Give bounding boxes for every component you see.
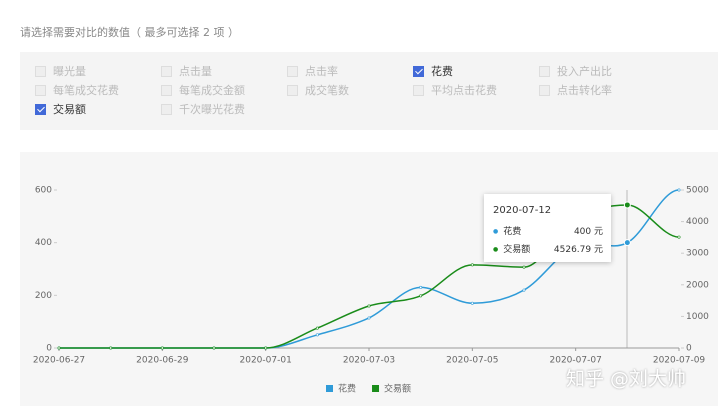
option-label[interactable]: 交易额 <box>53 103 86 116</box>
data-point <box>367 316 371 320</box>
tooltip-row: 交易额 4526.79 元 <box>493 242 603 255</box>
option[interactable]: 平均点击花费 <box>413 83 539 97</box>
option[interactable]: 花费 <box>413 64 539 78</box>
checkbox[interactable] <box>35 84 46 96</box>
data-point <box>315 333 319 337</box>
y2-tick-label: 1000 <box>686 312 709 322</box>
option[interactable]: 点击转化率 <box>539 83 665 97</box>
option-label[interactable]: 点击量 <box>179 65 212 78</box>
option-label[interactable]: 花费 <box>431 65 453 78</box>
legend-swatch <box>372 385 380 392</box>
option[interactable]: 点击率 <box>287 64 413 78</box>
watermark: 知乎 @刘大帅 <box>566 368 687 390</box>
checkbox[interactable] <box>287 65 298 77</box>
y2-tick-label: 4000 <box>686 217 709 227</box>
data-point <box>109 346 113 350</box>
option-label[interactable]: 每笔成交金额 <box>179 84 245 97</box>
x-tick-label: 2020-07-07 <box>550 356 602 366</box>
option-label[interactable]: 曝光量 <box>53 65 86 78</box>
option[interactable]: 千次曝光花费 <box>161 102 287 116</box>
tooltip: 2020-07-12 花费 400 元 交易额 4526.79 元 <box>484 194 611 262</box>
y-tick-label: 400 <box>35 238 52 248</box>
data-point <box>677 235 681 239</box>
option[interactable]: 曝光量 <box>35 64 161 78</box>
data-point <box>160 346 164 350</box>
option[interactable]: 交易额 <box>35 102 161 116</box>
x-tick-label: 2020-07-09 <box>653 356 706 366</box>
y2-tick-label: 3000 <box>686 249 709 259</box>
y-tick-label: 600 <box>35 186 52 196</box>
tooltip-name-text: 花费 <box>503 227 522 237</box>
data-point <box>522 265 526 269</box>
checkbox[interactable] <box>161 103 172 115</box>
data-point <box>419 285 423 289</box>
tooltip-row: 花费 400 元 <box>493 224 603 237</box>
y2-tick-label: 2000 <box>686 280 709 290</box>
y2-tick-label: 0 <box>686 344 692 354</box>
legend-label: 花费 <box>338 383 356 395</box>
x-tick-label: 2020-07-01 <box>240 356 292 366</box>
checkbox[interactable] <box>413 65 424 77</box>
option[interactable]: 每笔成交花费 <box>35 83 161 97</box>
data-point <box>470 263 474 267</box>
data-point <box>677 188 681 192</box>
tooltip-name: 交易额 <box>493 242 530 255</box>
y-tick-label: 0 <box>46 344 52 354</box>
option[interactable]: 成交笔数 <box>287 83 413 97</box>
data-point <box>623 239 631 247</box>
x-tick-label: 2020-07-03 <box>343 356 395 366</box>
data-point <box>470 301 474 305</box>
y-tick-label: 200 <box>35 291 52 301</box>
checkbox[interactable] <box>161 84 172 96</box>
data-point <box>419 294 423 298</box>
option[interactable]: 点击量 <box>161 64 287 78</box>
option[interactable]: 每笔成交金额 <box>161 83 287 97</box>
option-label[interactable]: 点击率 <box>305 65 338 78</box>
tooltip-name: 花费 <box>493 224 521 237</box>
option-label[interactable]: 千次曝光花费 <box>179 103 245 116</box>
checkbox[interactable] <box>539 84 550 96</box>
data-point <box>264 346 268 350</box>
option-label[interactable]: 点击转化率 <box>557 84 612 97</box>
legend-label: 交易额 <box>384 383 411 395</box>
x-tick-label: 2020-06-27 <box>33 356 85 366</box>
legend-swatch <box>326 385 333 392</box>
header-title: 请选择需要对比的数值（ 最多可选择 2 项 ） <box>20 26 239 39</box>
tooltip-value: 4526.79 元 <box>553 245 603 255</box>
data-point <box>522 288 526 292</box>
options-panel: 曝光量 点击量 点击率 花费 投入产出比每笔成交花费 每笔成交金额 成交笔数 平均点击花费 点击… <box>20 52 718 130</box>
checkbox[interactable] <box>413 84 424 96</box>
tooltip-name-text: 交易额 <box>503 245 531 255</box>
checkbox[interactable] <box>35 103 46 115</box>
option-label[interactable]: 每笔成交花费 <box>53 84 119 97</box>
tooltip-value: 400 元 <box>573 227 603 237</box>
option-label[interactable]: 平均点击花费 <box>431 84 497 97</box>
data-point <box>315 326 319 330</box>
option-label[interactable]: 成交笔数 <box>305 84 349 97</box>
checkbox[interactable] <box>161 65 172 77</box>
checkbox[interactable] <box>287 84 298 96</box>
option-label[interactable]: 投入产出比 <box>557 65 612 78</box>
data-point <box>57 346 61 350</box>
options-grid: 曝光量 点击量 点击率 花费 投入产出比每笔成交花费 每笔成交金额 成交笔数 平均点击花费 点击… <box>35 64 665 116</box>
x-tick-label: 2020-07-05 <box>446 356 498 366</box>
checkbox[interactable] <box>539 65 550 77</box>
tooltip-title: 2020-07-12 <box>493 205 552 216</box>
option[interactable]: 投入产出比 <box>539 64 665 78</box>
checkbox[interactable] <box>35 65 46 77</box>
x-tick-label: 2020-06-29 <box>136 356 189 366</box>
data-point <box>367 304 371 308</box>
data-point <box>623 201 631 209</box>
data-point <box>212 346 216 350</box>
y2-tick-label: 5000 <box>686 186 709 196</box>
